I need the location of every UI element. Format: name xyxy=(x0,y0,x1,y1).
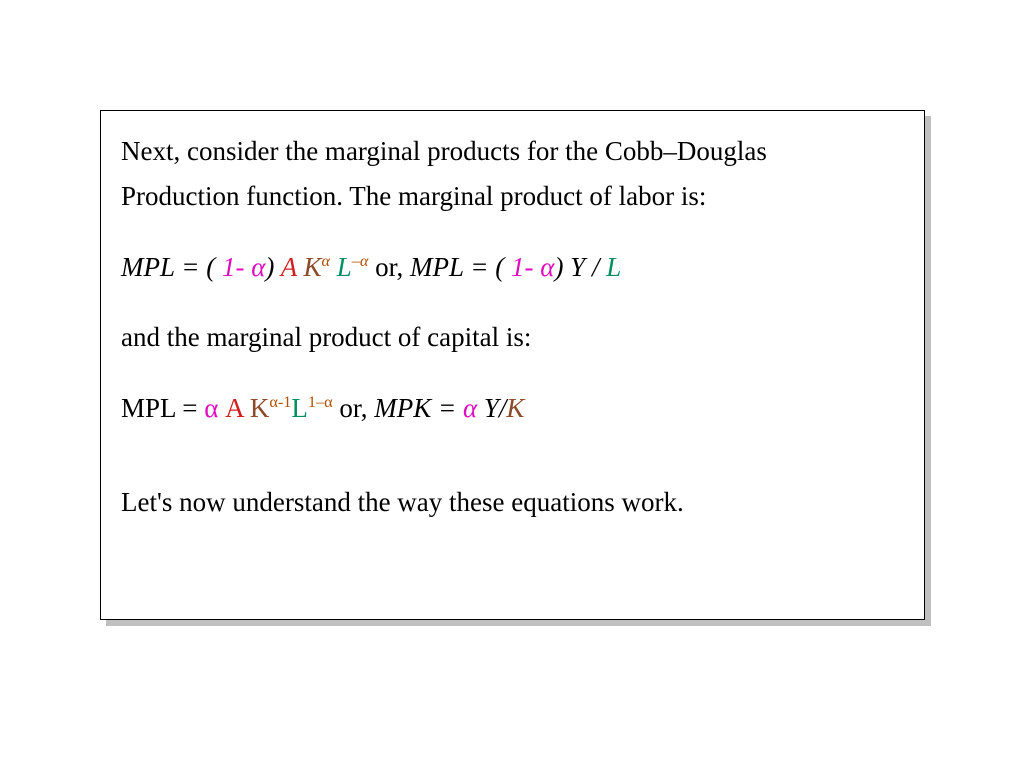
alpha-1: 1- xyxy=(222,252,251,282)
slide-content-box: Next, consider the marginal products for… xyxy=(100,110,925,620)
K-2: K xyxy=(250,393,270,423)
L-3: L xyxy=(291,393,308,423)
mpl-equation-line: MPL = ( 1- α) A Kα L–α or, MPL = ( 1- α)… xyxy=(121,249,904,286)
mid-line: and the marginal product of capital is: xyxy=(121,319,904,356)
L-exp-2: 1–α xyxy=(308,393,333,411)
A-2: A xyxy=(225,393,250,423)
alpha-3: α xyxy=(204,393,218,423)
L-exp-1: –α xyxy=(352,252,369,270)
or-sep-1: or, xyxy=(368,252,410,282)
intro-line-2: Production function. The marginal produc… xyxy=(121,178,904,215)
mpl-eq2-lhs: MPL = ( xyxy=(410,252,511,282)
mpk-equation-line: MPL = α A Kα-1L1–α or, MPK = α Y/K xyxy=(121,390,904,427)
mpl-eq1-lhs: MPL = ( xyxy=(121,252,222,282)
K-exp-1: α xyxy=(321,252,330,270)
close-paren-2: ) Y / xyxy=(554,252,606,282)
mpk-eq1-lhs: MPL = xyxy=(121,393,204,423)
intro-line-1: Next, consider the marginal products for… xyxy=(121,133,904,170)
alpha-4: α xyxy=(463,393,477,423)
K-3: K xyxy=(506,393,524,423)
mpk-eq2-lhs: MPK = xyxy=(374,393,463,423)
mpk-Y: Y/ xyxy=(477,393,506,423)
K-1: K xyxy=(303,252,321,282)
L-1: L xyxy=(337,252,352,282)
K-exp-2: α-1 xyxy=(269,393,291,411)
alpha-2: 1- xyxy=(511,252,540,282)
alpha-sym-2: α xyxy=(540,252,554,282)
close-paren-1: ) xyxy=(265,252,280,282)
alpha-sym-1: α xyxy=(251,252,265,282)
A-1: A xyxy=(281,252,304,282)
L-2: L xyxy=(606,252,621,282)
closing-line: Let's now understand the way these equat… xyxy=(121,484,904,521)
or-sep-2: or, xyxy=(333,393,375,423)
